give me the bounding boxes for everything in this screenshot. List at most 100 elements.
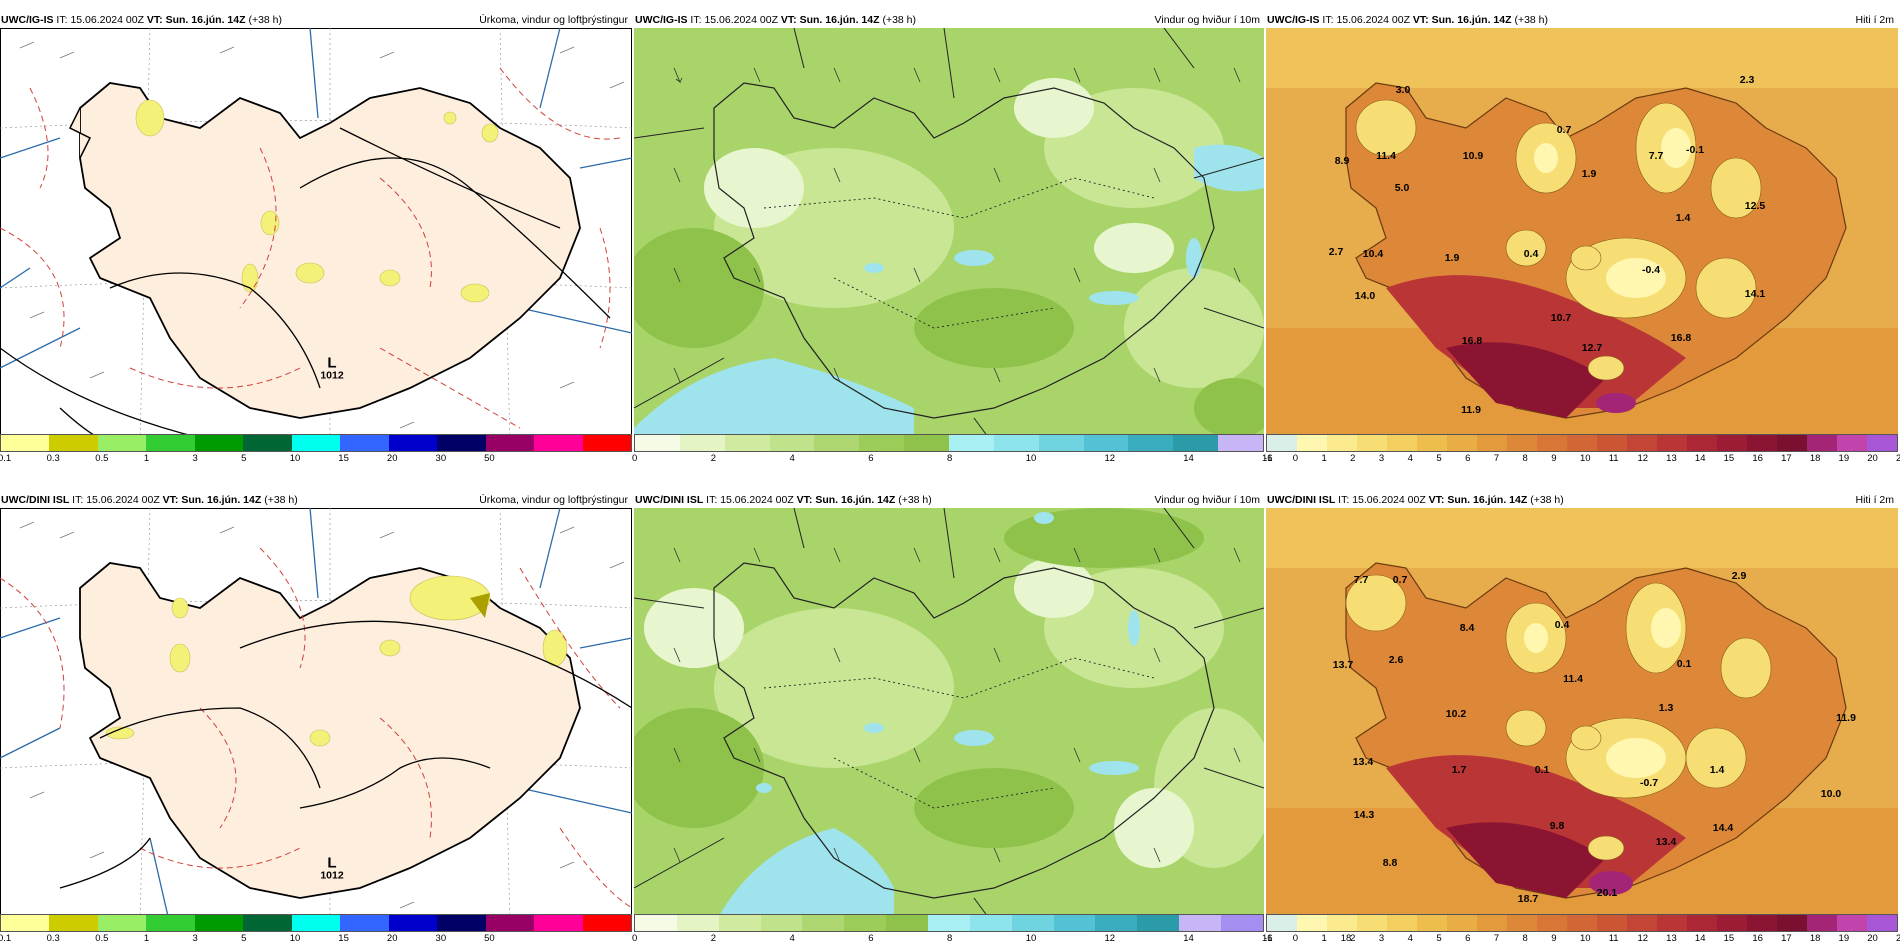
legend-swatch [802,915,845,931]
wind-legend: 0 2 4 6 8 10 12 14 16 18 [632,914,1351,944]
legend-swatch [291,915,341,931]
legend-swatch [1687,915,1717,931]
wind-map [634,28,1264,445]
legend-tick: 5 [241,453,247,464]
legend-swatch [1777,915,1807,931]
lead-time: (+38 h) [898,494,932,506]
temp-value-label: 14.1 [1744,288,1766,300]
legend-swatch [1417,435,1447,451]
valid-time: Sun. 16.jún. 14Z [799,14,880,26]
temp-value-label: 10.4 [1362,248,1384,260]
legend-swatch [437,435,486,451]
legend-swatch [1627,435,1657,451]
legend-tick: 19 [1838,453,1850,464]
legend-tick: 0 [632,453,638,464]
legend-swatch [679,435,725,451]
legend-tick: 15 [1723,933,1735,944]
iceland-coast [713,562,1215,899]
legend-swatch [1657,915,1687,931]
legend-tick: 10 [1025,453,1037,464]
legend-swatch [949,435,994,451]
lead-time: (+38 h) [248,14,283,26]
wind-arrows [673,547,1241,863]
legend-swatch [1357,915,1387,931]
panel-bottom-right-temp: UWC/DINI ISL IT: 15.06.2024 00Z VT: Sun.… [1264,492,1900,944]
lead-time: (+38 h) [1514,14,1549,26]
model-name: UWC/IG-IS [1,14,54,26]
legend-tick: 16 [1262,453,1273,464]
legend-tick: 12 [1637,933,1649,944]
legend-tick: 14 [1183,453,1194,464]
legend-tick: 12 [1104,453,1116,464]
legend-tick: 15 [338,933,349,944]
legend-tick: 10 [1580,933,1591,944]
temp-value-label: 1.3 [1658,702,1674,714]
legend-swatch [928,915,970,931]
temp-value-label: 8.4 [1459,622,1475,634]
it-label: IT: [1322,14,1334,26]
wind-map-graphic [634,28,1264,445]
panel-header: UWC/IG-IS IT: 15.06.2024 00Z VT: Sun. 16… [1266,12,1898,28]
legend-swatch [291,435,341,451]
legend-tick: 2 [1350,453,1356,464]
legend-swatch [769,435,815,451]
panel-header: UWC/DINI ISL IT: 15.06.2024 00Z VT: Sun.… [1266,492,1898,508]
legend-swatch [1597,435,1627,451]
legend-tick: 15 [1723,453,1735,464]
iceland-land [79,82,581,419]
legend-swatch [1477,915,1507,931]
legend-tick: 4 [1407,453,1413,464]
legend-swatch [437,915,486,931]
temp-value-label: 10.7 [1550,312,1572,324]
legend-tick: 20 [386,933,398,944]
it-label: IT: [706,494,718,506]
temp-value-label: 2.9 [1731,570,1747,582]
legend-swatch [97,435,147,451]
legend-swatch [1627,915,1657,931]
iceland-land [79,562,581,899]
init-time: 15.06.2024 00Z [86,494,160,506]
precip-map-graphic [0,28,632,445]
legend-tick: 3 [1378,933,1385,944]
legend-tick: 20 [1867,453,1878,464]
legend-tick: 3 [192,453,198,464]
legend-swatch [1567,435,1597,451]
panel-top-middle-wind: UWC/IG-IS IT: 15.06.2024 00Z VT: Sun. 16… [632,12,1273,464]
legend-swatch [844,915,887,931]
legend-swatch [1717,435,1747,451]
legend-tick: 20 [386,453,398,464]
legend-tick: 15 [338,453,349,464]
legend-tick: 30 [435,933,447,944]
temp-legend: -10123456789101112131415161718192021 [1264,914,1900,944]
legend-swatch [1417,915,1447,931]
legend-swatch [534,915,583,931]
temp-value-label: 14.4 [1712,822,1734,834]
legend-swatch [1221,915,1263,931]
legend-swatch [1747,915,1777,931]
wind-barbs [19,521,625,909]
legend-tick: 1 [143,453,150,464]
panel-header: UWC/DINI ISL IT: 15.06.2024 00Z VT: Sun.… [634,492,1264,508]
legend-tick: 6 [868,453,874,464]
temp-value-label: 12.5 [1744,200,1766,212]
legend-swatch [1173,435,1219,451]
legend-swatch [1297,915,1327,931]
temp-value-label: 0.4 [1523,248,1539,260]
legend-tick: 6 [1465,453,1471,464]
legend-tick: 0 [1292,933,1299,944]
legend-swatch [1267,435,1297,451]
temp-value-label: 16.8 [1670,332,1692,344]
legend-swatch [97,915,147,931]
legend-tick: 0 [1292,453,1299,464]
temp-value-label: 13.4 [1655,836,1677,848]
legend-tick: 1 [1321,453,1327,464]
legend-tick: 14 [1694,453,1706,464]
legend-tick: 6 [1465,933,1471,944]
legend-swatch [1128,435,1174,451]
temp-map: 3.0 2.3 8.9 11.4 10.9 0.7 7.7 -0.1 5.0 1.9 1.4 12.5… [1266,28,1898,445]
panel-title: Vindur og hviður í 10m [1154,494,1260,506]
legend-tick: 4 [789,933,795,944]
legend-swatch [1597,915,1627,931]
temp-value-label: 7.7 [1648,150,1664,162]
legend-tick: -1 [1264,933,1273,944]
